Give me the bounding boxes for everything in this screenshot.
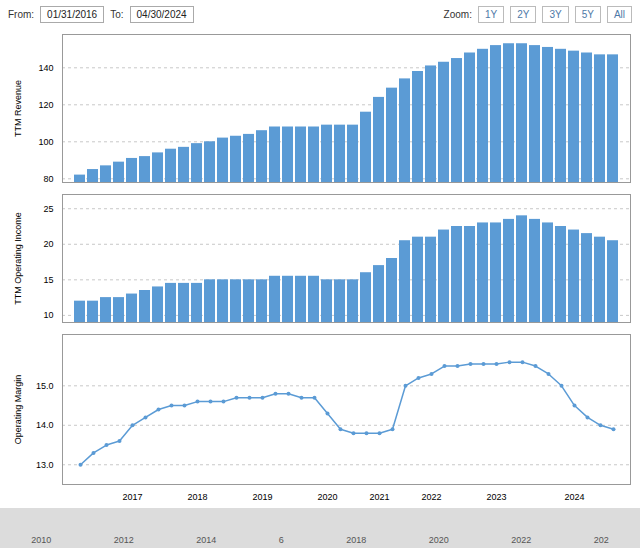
html-text:1Y: 1Y xyxy=(484,8,498,20)
svg-text:140: 140 xyxy=(38,63,53,73)
html-text:202: 202 xyxy=(593,535,609,545)
html-text:Zoom:: Zoom: xyxy=(443,8,472,20)
svg-text:120: 120 xyxy=(38,100,53,110)
svg-text:80: 80 xyxy=(43,174,53,184)
html-text:2Y: 2Y xyxy=(517,8,530,20)
html-text:2022: 2022 xyxy=(511,535,532,545)
svg-text:Operating Margin: Operating Margin xyxy=(13,375,23,445)
svg-text:15.0: 15.0 xyxy=(36,381,54,391)
svg-text:2023: 2023 xyxy=(486,492,506,502)
svg-text:2017: 2017 xyxy=(122,492,142,502)
svg-text:2024: 2024 xyxy=(564,492,584,502)
html-text:All: All xyxy=(613,8,625,20)
svg-text:TTM Operating Income: TTM Operating Income xyxy=(13,212,23,305)
html-text:2012: 2012 xyxy=(113,535,134,545)
html-text:2010: 2010 xyxy=(31,535,52,545)
svg-text:25: 25 xyxy=(43,204,53,214)
html-text:5Y: 5Y xyxy=(581,8,594,20)
html-text:01/31/2016: 01/31/2016 xyxy=(47,8,98,20)
html-text:2020: 2020 xyxy=(428,535,449,545)
svg-text:20: 20 xyxy=(43,239,53,249)
svg-text:TTM Revenue: TTM Revenue xyxy=(13,80,23,137)
svg-text:2018: 2018 xyxy=(187,492,207,502)
svg-text:2020: 2020 xyxy=(317,492,337,502)
svg-text:13.0: 13.0 xyxy=(36,460,54,470)
svg-text:2021: 2021 xyxy=(369,492,389,502)
html-text:04/30/2024: 04/30/2024 xyxy=(136,8,187,20)
html-text:2018: 2018 xyxy=(346,535,367,545)
svg-text:14.0: 14.0 xyxy=(36,420,54,430)
html-text:3Y: 3Y xyxy=(549,8,562,20)
html-text:From:: From: xyxy=(8,8,35,20)
svg-text:100: 100 xyxy=(38,137,53,147)
html-text:2014: 2014 xyxy=(196,535,217,545)
svg-text:2019: 2019 xyxy=(252,492,272,502)
html-text:To:: To: xyxy=(110,8,124,20)
svg-text:10: 10 xyxy=(43,310,53,320)
svg-text:2022: 2022 xyxy=(421,492,441,502)
svg-text:15: 15 xyxy=(43,275,53,285)
html-text:6: 6 xyxy=(278,535,284,545)
